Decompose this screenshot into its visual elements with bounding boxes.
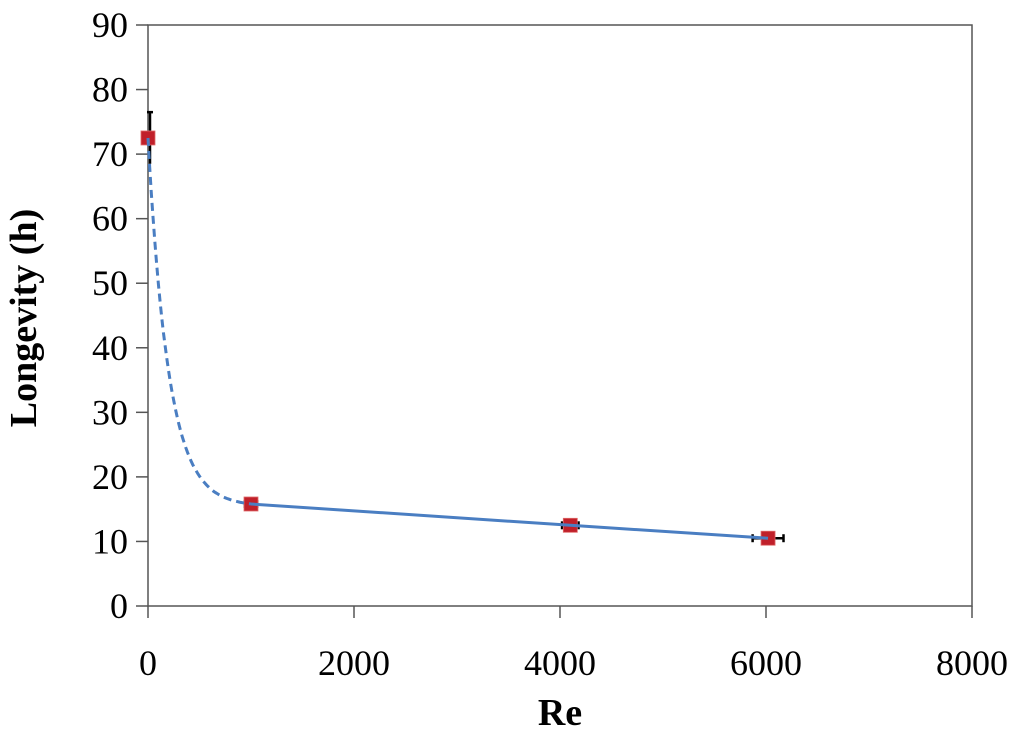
y-tick-label: 10 [92, 521, 128, 561]
trend-lines [146, 137, 769, 540]
dashed-trend-line [146, 137, 252, 506]
plot-border [147, 24, 973, 607]
y-tick-label: 90 [92, 5, 128, 45]
y-tick-label: 50 [92, 263, 128, 303]
x-tick-label: 6000 [730, 643, 802, 683]
plot-area [147, 24, 973, 607]
y-tick-label: 0 [110, 586, 128, 626]
x-tick-label: 4000 [524, 643, 596, 683]
y-tick-label: 80 [92, 70, 128, 110]
x-tick-label: 0 [139, 643, 157, 683]
y-axis: 0 10 20 30 40 50 60 70 80 90 [92, 5, 148, 626]
y-tick-label: 30 [92, 392, 128, 432]
y-tick-label: 60 [92, 199, 128, 239]
y-axis-title: Longevity (h) [3, 209, 45, 428]
x-tick-label: 2000 [318, 643, 390, 683]
x-axis: 0 2000 4000 6000 8000 [139, 606, 1008, 683]
y-tick-label: 20 [92, 457, 128, 497]
solid-trend-line [250, 502, 769, 540]
x-tick-label: 8000 [936, 643, 1008, 683]
y-tick-label: 40 [92, 328, 128, 368]
y-tick-label: 70 [92, 134, 128, 174]
x-axis-title: Re [538, 692, 582, 734]
data-points [140, 110, 785, 546]
